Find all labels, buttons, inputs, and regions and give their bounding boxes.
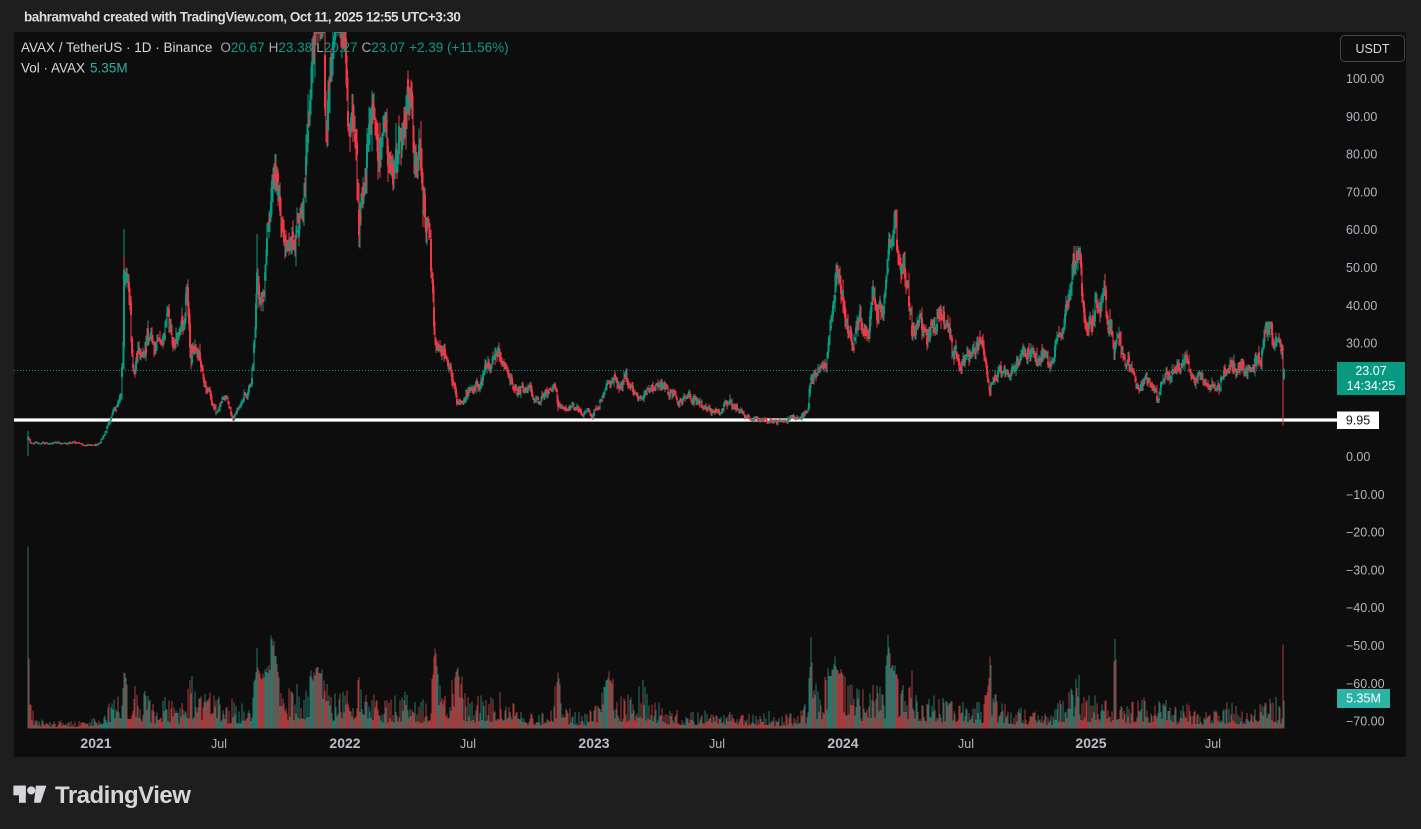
svg-text:Jul: Jul	[709, 737, 725, 751]
svg-text:90.00: 90.00	[1346, 110, 1377, 124]
svg-text:AVAX / TetherUS · 1D · Binance: AVAX / TetherUS · 1D · Binance O20.67 H23.…	[21, 40, 509, 55]
svg-text:−30.00: −30.00	[1346, 563, 1385, 577]
svg-text:70.00: 70.00	[1346, 185, 1377, 199]
svg-text:60.00: 60.00	[1346, 223, 1377, 237]
svg-text:23.07: 23.07	[1355, 364, 1386, 378]
svg-text:80.00: 80.00	[1346, 148, 1377, 162]
svg-text:5.35M: 5.35M	[1346, 692, 1381, 706]
svg-text:TradingView: TradingView	[55, 782, 191, 809]
svg-text:Jul: Jul	[958, 737, 974, 751]
svg-text:50.00: 50.00	[1346, 261, 1377, 275]
svg-text:Jul: Jul	[460, 737, 476, 751]
svg-text:Jul: Jul	[211, 737, 227, 751]
svg-text:2021: 2021	[80, 735, 111, 751]
svg-text:Jul: Jul	[1205, 737, 1221, 751]
svg-text:0.00: 0.00	[1346, 450, 1370, 464]
svg-text:−40.00: −40.00	[1346, 601, 1385, 615]
svg-text:2022: 2022	[329, 735, 360, 751]
svg-text:9.95: 9.95	[1346, 414, 1370, 428]
svg-text:−10.00: −10.00	[1346, 488, 1385, 502]
svg-text:−50.00: −50.00	[1346, 639, 1385, 653]
svg-text:−60.00: −60.00	[1346, 677, 1385, 691]
svg-text:bahramvahd created with Tradin: bahramvahd created with TradingView.com,…	[24, 10, 460, 25]
svg-text:USDT: USDT	[1355, 42, 1389, 56]
svg-text:40.00: 40.00	[1346, 299, 1377, 313]
svg-text:14:34:25: 14:34:25	[1347, 379, 1396, 393]
svg-text:2024: 2024	[827, 735, 858, 751]
svg-text:100.00: 100.00	[1346, 72, 1384, 86]
svg-text:2025: 2025	[1075, 735, 1106, 751]
svg-text:30.00: 30.00	[1346, 337, 1377, 351]
svg-text:2023: 2023	[578, 735, 609, 751]
svg-text:−70.00: −70.00	[1346, 715, 1385, 729]
svg-text:−20.00: −20.00	[1346, 526, 1385, 540]
